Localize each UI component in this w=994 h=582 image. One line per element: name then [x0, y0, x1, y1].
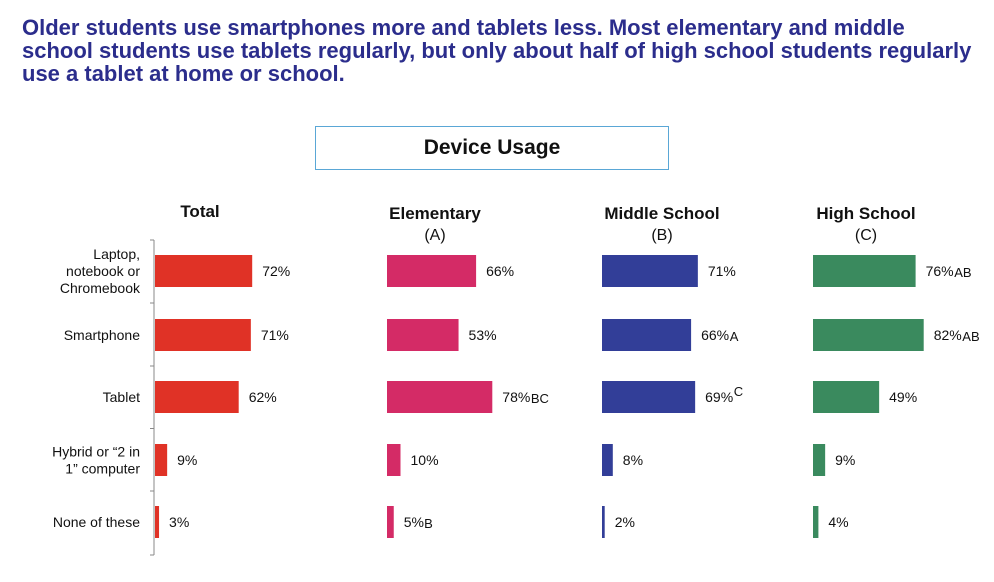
data-label: 62%: [249, 389, 277, 405]
data-label: 4%: [828, 514, 848, 530]
bar: [813, 255, 916, 287]
category-label: notebook or: [66, 263, 140, 279]
data-label: 72%: [262, 263, 290, 279]
bar: [387, 381, 493, 413]
bar: [602, 506, 605, 538]
bar: [155, 506, 160, 538]
category-label: 1” computer: [65, 461, 140, 477]
bar: [813, 381, 880, 413]
data-label: 71%: [708, 263, 736, 279]
bar: [387, 319, 459, 351]
panel-subtitle: (B): [651, 227, 672, 244]
bar: [155, 444, 168, 476]
data-label: 8%: [623, 452, 643, 468]
data-label: 49%: [889, 389, 917, 405]
bar: [602, 255, 698, 287]
panel-title: Middle School: [604, 204, 719, 223]
chart-title: Device Usage: [315, 126, 669, 170]
data-label: 82%: [934, 327, 962, 343]
significance-label: C: [734, 384, 743, 399]
panel-subtitle: (A): [424, 227, 445, 244]
bar: [155, 255, 253, 287]
category-label: None of these: [53, 514, 140, 530]
data-label: 53%: [469, 327, 497, 343]
data-label: 5%: [404, 514, 424, 530]
data-label: 3%: [169, 514, 189, 530]
data-label: 9%: [835, 452, 855, 468]
category-label: Chromebook: [60, 280, 141, 296]
significance-label: B: [424, 516, 433, 531]
bar: [813, 444, 826, 476]
panel-title: High School: [816, 204, 915, 223]
significance-label: AB: [954, 265, 971, 280]
category-label: Smartphone: [64, 327, 140, 343]
category-label: Tablet: [103, 389, 140, 405]
data-label: 10%: [411, 452, 439, 468]
headline: Older students use smartphones more and …: [22, 15, 972, 86]
bar: [387, 255, 477, 287]
data-label: 9%: [177, 452, 197, 468]
bar: [602, 444, 613, 476]
bar: [602, 319, 692, 351]
data-label: 71%: [261, 327, 289, 343]
panel-title: Elementary: [389, 204, 481, 223]
bar: [155, 381, 239, 413]
category-label: Laptop,: [93, 246, 140, 262]
bar: [387, 444, 401, 476]
bar: [813, 319, 924, 351]
data-label: 66%: [701, 327, 729, 343]
data-label: 76%: [926, 263, 954, 279]
data-label: 2%: [615, 514, 635, 530]
data-label: 78%: [502, 389, 530, 405]
data-label: 66%: [486, 263, 514, 279]
bar: [387, 506, 394, 538]
panel-subtitle: (C): [855, 227, 877, 244]
significance-label: A: [730, 329, 739, 344]
significance-label: AB: [962, 329, 979, 344]
bar: [813, 506, 819, 538]
bar: [602, 381, 696, 413]
significance-label: BC: [531, 391, 549, 406]
panel-title: Total: [180, 202, 219, 221]
category-label: Hybrid or “2 in: [52, 444, 140, 460]
bar: [155, 319, 251, 351]
data-label: 69%: [705, 389, 733, 405]
